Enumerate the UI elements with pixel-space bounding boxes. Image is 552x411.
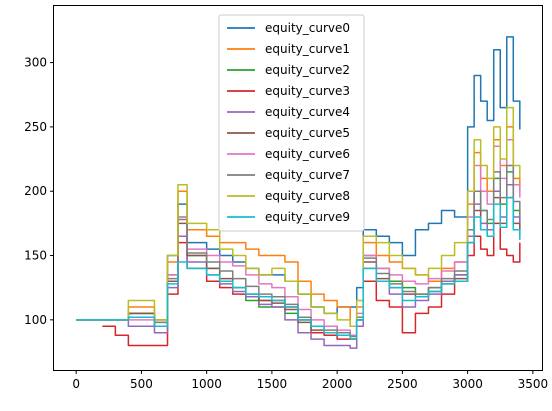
legend-label: equity_curve7 [265,168,350,182]
x-tick-label: 3000 [452,377,483,391]
legend-label: equity_curve9 [265,210,350,224]
x-tick-label: 2500 [387,377,418,391]
legend-label: equity_curve2 [265,63,350,77]
series-line-8 [76,106,521,328]
x-axis: 0 500 1000 1500 2000 2500 3000 3500 [72,370,548,391]
x-tick-label: 3500 [518,377,549,391]
legend-label: equity_curve5 [265,126,350,140]
series-line-4 [76,184,521,349]
legend-label: equity_curve0 [265,21,350,35]
x-tick-label: 1500 [257,377,288,391]
x-tick-label: 1000 [191,377,222,391]
x-tick-label: 500 [130,377,153,391]
legend-label: equity_curve1 [265,42,350,56]
y-tick-label: 150 [24,249,47,263]
y-tick-label: 300 [24,56,47,70]
series-line-9 [76,196,521,340]
y-tick-label: 100 [24,313,47,327]
x-tick-label: 0 [72,377,80,391]
legend-label: equity_curve6 [265,147,350,161]
y-tick-label: 200 [24,184,47,198]
y-axis: 100 150 200 250 300 [24,56,54,327]
y-tick-label: 250 [24,120,47,134]
legend-label: equity_curve8 [265,189,350,203]
series-layer [76,36,521,349]
series-line-7 [76,164,521,338]
legend-label: equity_curve4 [265,105,350,119]
plot-frame [53,5,543,371]
legend-box [218,14,365,232]
series-line-0 [76,36,521,321]
x-tick-label: 2000 [322,377,353,391]
legend-label: equity_curve3 [265,84,350,98]
legend: equity_curve0 equity_curve1 equity_curve2e… [218,14,365,232]
